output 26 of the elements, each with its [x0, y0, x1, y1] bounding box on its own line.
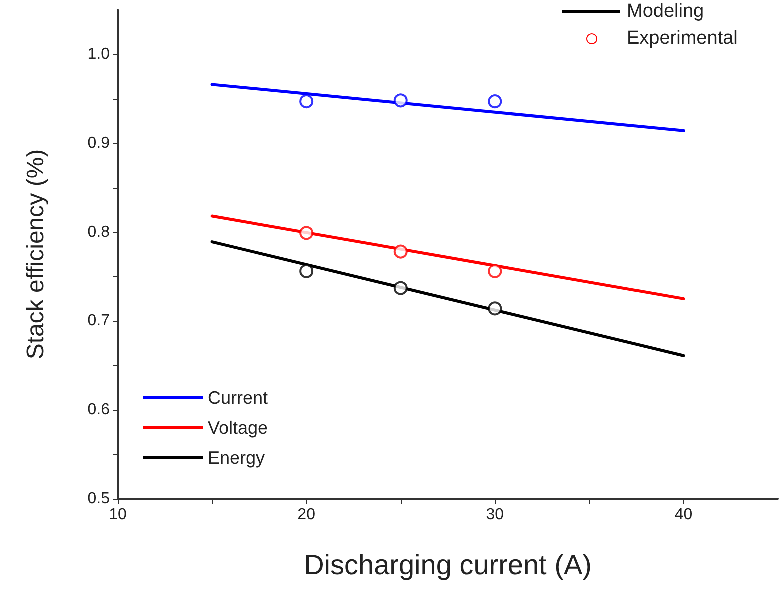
point — [300, 94, 314, 109]
x-tick-label: 20 — [298, 506, 316, 524]
y-tick-label: 0.5 — [88, 490, 110, 508]
annotation: Experimental — [627, 28, 738, 49]
legend-label: Energy — [208, 448, 266, 468]
x-tick-label: 40 — [674, 506, 693, 524]
y-axis-title: Stack efficiency (%) — [22, 149, 50, 360]
point — [488, 94, 502, 109]
annotation: Modeling — [627, 1, 704, 22]
point — [394, 281, 408, 296]
x-axis-title: Discharging current (A) — [304, 550, 592, 580]
legend-label: Voltage — [208, 418, 268, 438]
point — [488, 302, 502, 316]
y-tick-label: 0.9 — [88, 134, 110, 152]
y-tick-label: 0.6 — [88, 402, 110, 419]
x-tick-label: 10 — [109, 506, 127, 524]
point — [300, 226, 314, 240]
y-tick-label: 1.0 — [88, 46, 110, 63]
y-tick-label: 0.8 — [88, 224, 110, 241]
point — [488, 264, 502, 278]
point — [300, 264, 314, 278]
point — [394, 94, 408, 108]
legend-label: Current — [208, 388, 268, 408]
y-tick-label: 0.7 — [88, 312, 110, 330]
x-tick-label: 30 — [486, 506, 504, 524]
point — [394, 244, 408, 259]
